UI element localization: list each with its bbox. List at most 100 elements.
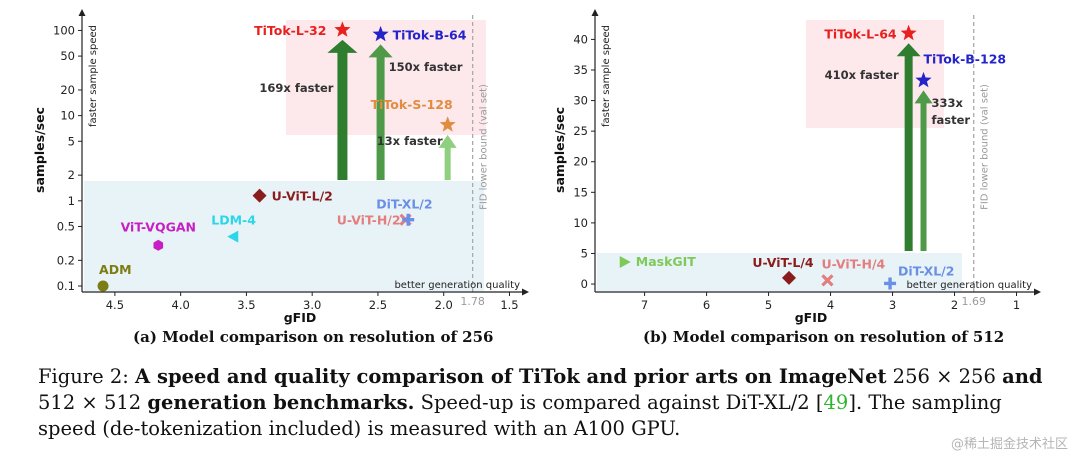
point-titok-l-32-marker xyxy=(334,21,351,37)
speedup-arrow-titok-s-128 xyxy=(438,134,457,180)
y-tick-label: 100 xyxy=(53,23,75,37)
speedup-arrow-titok-b-64 xyxy=(368,44,393,180)
point-maskgit-label: MaskGIT xyxy=(636,254,697,269)
point-titok-l-32-label: TiTok-L-32 xyxy=(254,23,326,38)
caption-text-2: ]. The sampling speed (de-tokenization i… xyxy=(38,391,1002,440)
y-axis-title: samples/sec xyxy=(552,107,567,193)
y-tick-label: 0.2 xyxy=(57,253,75,267)
y-tick-label: 2 xyxy=(68,168,75,182)
caption-bold-1: A speed and quality comparison of TiTok … xyxy=(135,365,887,388)
x-tick-label: 3 xyxy=(889,298,896,312)
x-axis-arrowhead xyxy=(522,288,529,296)
y-tick-label: 0.5 xyxy=(57,219,75,233)
speedup-label: 169x faster xyxy=(259,81,333,95)
point-adm-marker xyxy=(97,280,109,292)
point-ldm-4-marker xyxy=(227,230,239,243)
y-tick-label: 0 xyxy=(581,277,588,291)
figure-caption: Figure 2: A speed and quality comparison… xyxy=(38,364,1058,442)
y-tick-label: 10 xyxy=(60,109,75,123)
y-tick-label: 5 xyxy=(68,134,75,148)
point-titok-b-128-marker xyxy=(915,71,932,88)
x-direction-label: better generation quality xyxy=(906,280,1032,291)
point-u-vit-l-2-marker xyxy=(252,188,267,203)
y-direction-label: faster sample speed xyxy=(601,25,612,127)
y-tick-label: 20 xyxy=(573,155,588,169)
fid-lower-bound-tick: 1.69 xyxy=(961,295,986,308)
y-tick-label: 20 xyxy=(60,83,75,97)
x-tick-label: 2 xyxy=(951,298,958,312)
point-maskgit-marker xyxy=(619,256,631,269)
y-tick-label: 50 xyxy=(60,49,75,63)
speedup-arrow-titok-l-32 xyxy=(327,39,358,180)
caption-text-1: Speed-up is compared against DiT-XL/2 [ xyxy=(414,391,824,414)
slow-region-band xyxy=(597,253,962,291)
caption-math-1: 256 × 256 xyxy=(886,365,1003,388)
citation-link[interactable]: 49 xyxy=(823,391,849,414)
point-u-vit-l-4-marker xyxy=(782,270,797,285)
subcaption-right: (b) Model comparison on resolution of 51… xyxy=(643,328,1005,346)
x-tick-label: 7 xyxy=(641,298,648,312)
point-titok-s-128-marker xyxy=(439,116,456,132)
x-tick-label: 4.0 xyxy=(172,298,190,312)
fast-region-band xyxy=(286,20,486,135)
chart-resolution-512: FID lower bound (val set)1.697 6 5 4 3 2 10510… xyxy=(552,9,1041,325)
x-direction-label: better generation quality xyxy=(394,280,520,291)
y-direction-label: faster sample speed xyxy=(88,25,99,127)
y-tick-label: 30 xyxy=(573,94,588,108)
point-titok-b-64-label: TiTok-B-64 xyxy=(393,27,467,42)
chart-resolution-256: FID lower bound (val set) 1.78 4.5 4.0 3.5 3.… xyxy=(32,9,529,325)
point-vit-vqgan-marker xyxy=(153,239,164,251)
x-tick-label: 2.0 xyxy=(435,298,453,312)
point-titok-s-128-label: TiTok-S-128 xyxy=(371,97,453,112)
fid-lower-bound-label: FID lower bound (val set) xyxy=(479,84,490,210)
speedup-label: 410x faster xyxy=(825,68,899,82)
point-dit-xl-2-marker xyxy=(884,277,897,290)
point-titok-l-64-marker xyxy=(900,24,917,41)
x-tick-label: 3.5 xyxy=(237,298,255,312)
point-dit-xl-2-marker xyxy=(402,213,415,226)
y-axis-arrowhead xyxy=(591,9,599,16)
fid-lower-bound-label: FID lower bound (val set) xyxy=(980,84,991,210)
y-tick-label: 40 xyxy=(573,32,588,46)
y-tick-label: 25 xyxy=(573,124,588,138)
speedup-label: 150x faster xyxy=(389,60,463,74)
caption-prefix: Figure 2: xyxy=(38,365,136,388)
speedup-arrow-titok-l-64 xyxy=(896,43,921,252)
y-tick-label: 10 xyxy=(573,216,588,230)
caption-math-2: 512 × 512 xyxy=(38,391,148,414)
point-u-vit-l-2-label: U-ViT-L/2 xyxy=(272,189,333,204)
point-vit-vqgan-label: ViT-VQGAN xyxy=(121,219,196,234)
point-u-vit-h-4-label: U-ViT-H/4 xyxy=(821,256,885,271)
point-ldm-4-label: LDM-4 xyxy=(211,213,256,228)
watermark: @稀土掘金技术社区 xyxy=(950,437,1068,452)
x-tick-label: 1.5 xyxy=(500,298,518,312)
y-tick-label: 0.1 xyxy=(57,279,75,293)
y-tick-label: 5 xyxy=(581,246,588,260)
point-u-vit-h-4-marker xyxy=(821,274,834,287)
x-tick-label: 5 xyxy=(765,298,772,312)
y-tick-label: 1 xyxy=(68,194,75,208)
x-tick-label: 2.5 xyxy=(369,298,387,312)
point-u-vit-l-4-label: U-ViT-L/4 xyxy=(752,255,814,270)
y-tick-label: 35 xyxy=(573,63,588,77)
caption-bold-2: and xyxy=(1002,365,1043,388)
x-tick-label: 3.0 xyxy=(303,298,321,312)
point-titok-b-128-label: TiTok-B-128 xyxy=(924,51,1007,66)
fid-lower-bound-tick: 1.78 xyxy=(460,295,485,308)
subcaption-left: (a) Model comparison on resolution of 25… xyxy=(133,328,494,346)
y-axis-title: samples/sec xyxy=(32,107,47,193)
slow-region-band xyxy=(84,181,484,291)
x-tick-label: 4.5 xyxy=(106,298,124,312)
point-dit-xl-2-label: DiT-XL/2 xyxy=(898,263,954,278)
speedup-label: 333x xyxy=(932,96,964,110)
x-axis-arrowhead xyxy=(1034,288,1041,296)
speedup-arrow-titok-b-128 xyxy=(914,90,933,251)
x-axis-title: gFID xyxy=(795,310,828,325)
y-axis-arrowhead xyxy=(78,9,86,16)
x-tick-label: 4 xyxy=(827,298,834,312)
point-titok-b-64-marker xyxy=(372,25,389,42)
speedup-label: faster xyxy=(932,113,971,127)
speedup-label: 13x faster xyxy=(377,134,443,148)
y-tick-label: 15 xyxy=(573,185,588,199)
point-dit-xl-2-label: DiT-XL/2 xyxy=(376,197,432,212)
